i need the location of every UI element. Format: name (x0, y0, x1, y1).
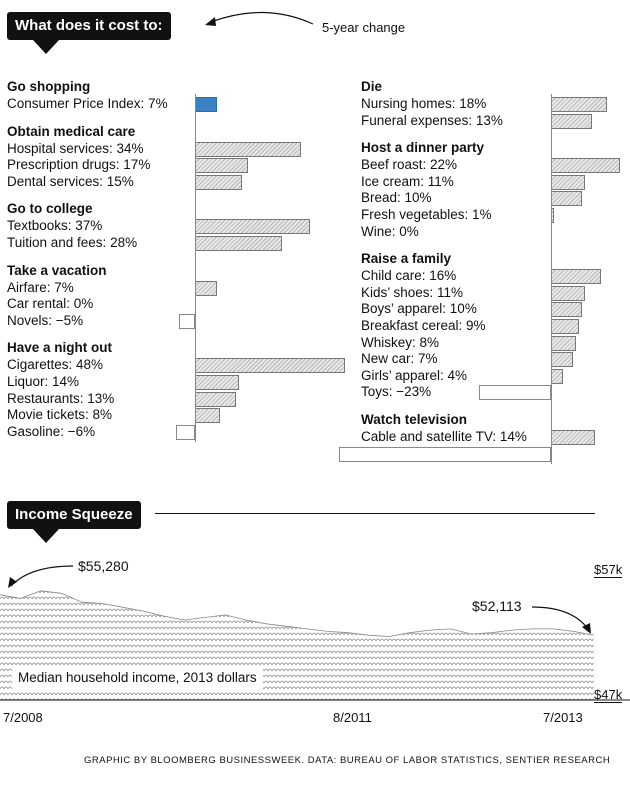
bar (338, 446, 551, 462)
item-label: Textbooks: 37% (7, 218, 103, 234)
bar (195, 97, 217, 112)
income-start-annotation: $55,280 (78, 558, 129, 574)
item-label: Whiskey: 8% (361, 334, 440, 350)
category-heading: Die (361, 79, 383, 94)
item-label: Cigarettes: 48% (7, 357, 104, 373)
item-label: Boys’ apparel: 10% (361, 301, 477, 317)
item-label: Liquor: 14% (7, 374, 80, 389)
income-title-tag: Income Squeeze (7, 501, 141, 529)
item-label: Ice cream: 11% (361, 173, 454, 189)
bar (195, 141, 302, 157)
y-axis-top-label: $57k (594, 562, 623, 578)
bar (195, 375, 239, 390)
category-heading: Host a dinner party (361, 140, 485, 156)
item-label: Child care: 16% (361, 268, 457, 284)
x-tick-end: 7/2013 (543, 710, 583, 725)
income-line (0, 590, 595, 637)
bar (179, 313, 195, 329)
item-label: New car: 7% (361, 351, 438, 367)
category-heading: Have a night out (7, 340, 113, 356)
bar (479, 385, 551, 401)
bar (551, 302, 583, 318)
bar (195, 408, 220, 424)
bar (195, 158, 249, 174)
category-heading: Go to college (7, 201, 93, 217)
zero-axis (195, 94, 196, 443)
category-heading: Watch television (361, 412, 468, 427)
item-label: Nursing homes: 18% (361, 96, 487, 111)
end-arrow (531, 606, 591, 634)
bar (551, 113, 592, 129)
item-label: Dental services: 15% (7, 173, 134, 189)
bar (195, 174, 242, 190)
item-label: Breakfast cereal: 9% (361, 318, 486, 333)
bar (176, 424, 195, 440)
item-label: Funeral expenses: 13% (361, 112, 503, 128)
item-label: Kids’ shoes: 11% (361, 284, 464, 300)
bar (551, 319, 580, 334)
item-label: Toys: −23% (361, 384, 432, 400)
category-heading: Obtain medical care (7, 123, 136, 139)
item-label: Tuition and fees: 28% (7, 235, 138, 250)
item-label: Gasoline: −6% (7, 423, 96, 439)
item-label: Restaurants: 13% (7, 390, 115, 406)
category-heading: Take a vacation (7, 262, 107, 278)
x-tick-middle: 8/2011 (333, 710, 372, 725)
item-label: Consumer Price Index: 7% (7, 96, 168, 111)
income-end-annotation: $52,113 (472, 598, 522, 614)
header-annotation: 5-year change (322, 20, 406, 35)
item-label: Wine: 0% (361, 223, 419, 239)
item-label: Novels: −5% (7, 312, 84, 328)
cost-title: What does it cost to: (15, 17, 163, 34)
zero-axis (551, 94, 552, 465)
y-axis-bottom-label: $47k (594, 687, 623, 703)
income-title: Income Squeeze (15, 506, 133, 523)
income-title-tail (33, 529, 59, 543)
x-tick-start: 7/2008 (3, 710, 43, 725)
bar (195, 236, 283, 251)
bar (551, 352, 573, 368)
item-label: Cable and satellite TV: 14% (361, 429, 527, 444)
bar (195, 280, 217, 296)
start-arrow (8, 565, 74, 588)
item-label: Car rental: 0% (7, 296, 94, 312)
bar (551, 285, 586, 301)
item-label: Prescription drugs: 17% (7, 157, 151, 173)
bar (195, 219, 311, 235)
credit-footer: GRAPHIC BY BLOOMBERG BUSINESSWEEK. DATA:… (84, 755, 611, 766)
bar (195, 391, 236, 407)
cost-title-tag: What does it cost to: (7, 12, 171, 40)
item-label: Bread: 10% (361, 190, 432, 206)
income-series-label: Median household income, 2013 dollars (12, 666, 263, 689)
item-label: Hospital services: 34% (7, 140, 144, 156)
bar (551, 97, 608, 112)
item-label: Beef roast: 22% (361, 157, 458, 173)
item-label: Fresh vegetables: 1% (361, 207, 492, 222)
item-label: Airfare: 7% (7, 279, 74, 295)
item-label: Girls’ apparel: 4% (361, 367, 468, 383)
bar (551, 174, 586, 190)
bar (551, 368, 564, 384)
bar (551, 430, 595, 445)
bar (195, 358, 345, 374)
income-rule (155, 513, 595, 514)
bar (551, 269, 601, 285)
bar (551, 335, 576, 351)
header-arrow (205, 11, 314, 26)
bar (551, 191, 583, 207)
bar (551, 158, 620, 174)
item-label: Movie tickets: 8% (7, 407, 113, 423)
category-heading: Go shopping (7, 79, 91, 94)
category-heading: Raise a family (361, 251, 452, 267)
cost-title-tail (33, 40, 59, 54)
